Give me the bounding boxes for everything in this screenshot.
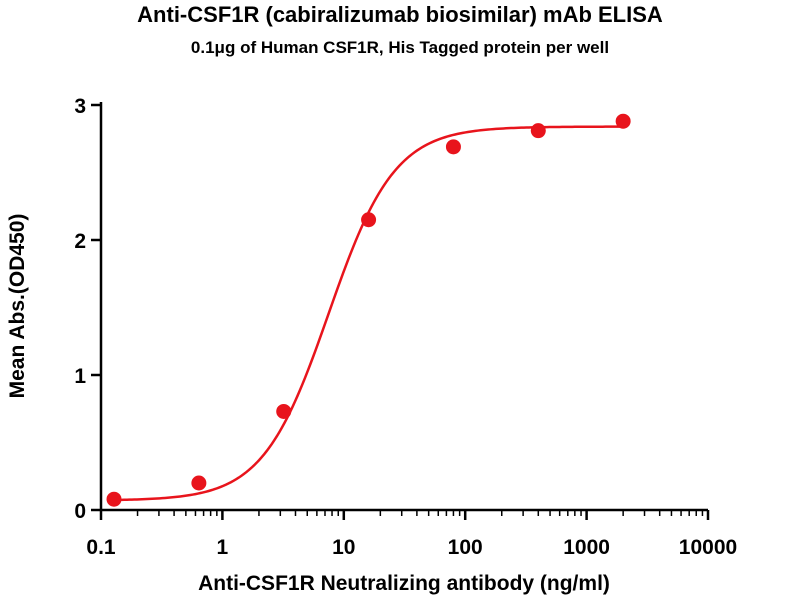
y-tick-label: 3 (74, 95, 86, 118)
x-axis-label: Anti-CSF1R Neutralizing antibody (ng/ml) (198, 572, 610, 595)
x-tick-label: 10000 (679, 536, 737, 559)
chart-title: Anti-CSF1R (cabiralizumab biosimilar) mA… (137, 2, 663, 27)
y-ticks: 0 1 2 3 (74, 95, 101, 523)
fit-curve-layer (113, 125, 624, 502)
fit-curve (113, 125, 624, 502)
x-ticks: 0.1 1 10 100 1000 10000 (86, 510, 737, 559)
y-axis-label: Mean Abs.(OD450) (6, 214, 29, 399)
data-point (530, 123, 546, 139)
data-points (106, 113, 631, 507)
x-tick-label: 100 (448, 536, 483, 559)
x-tick-label: 1000 (563, 536, 610, 559)
x-tick-label: 0.1 (86, 536, 116, 559)
data-point (191, 475, 207, 491)
data-point (445, 139, 461, 155)
y-tick-label: 1 (74, 365, 86, 388)
x-tick-label: 10 (332, 536, 355, 559)
data-point (276, 403, 292, 419)
data-point (361, 212, 377, 228)
axes (99, 102, 708, 512)
data-point (615, 113, 631, 129)
data-point (106, 491, 122, 507)
chart-subtitle: 0.1μg of Human CSF1R, His Tagged protein… (190, 38, 610, 57)
y-tick-label: 2 (74, 230, 86, 253)
y-tick-label: 0 (74, 500, 86, 523)
x-tick-label: 1 (217, 536, 229, 559)
